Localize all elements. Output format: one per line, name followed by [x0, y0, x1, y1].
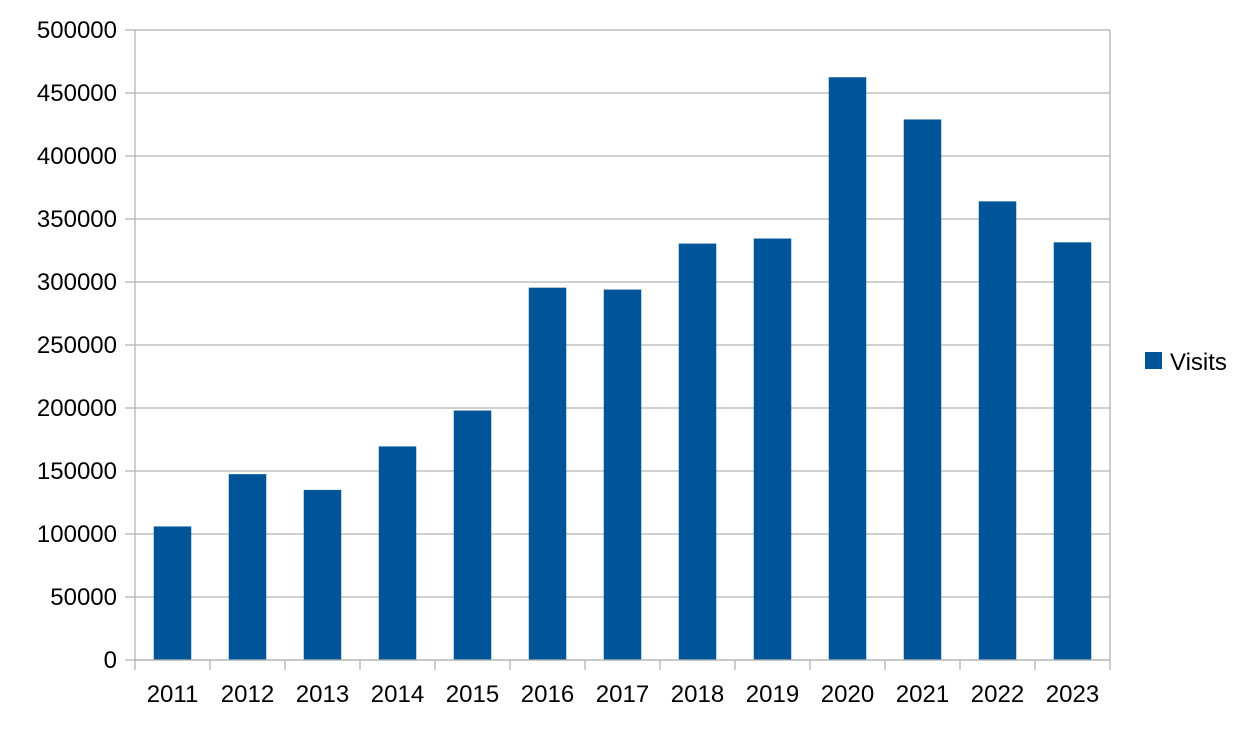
y-tick-label: 150000: [37, 458, 117, 485]
x-tick-label: 2020: [821, 681, 874, 708]
y-tick-label: 400000: [37, 143, 117, 170]
legend: Visits: [1145, 349, 1227, 376]
bar-2020: [828, 77, 867, 660]
axes: [125, 29, 1111, 670]
y-tick-label: 200000: [37, 395, 117, 422]
bar-2014: [378, 446, 417, 660]
bar-2022: [978, 201, 1017, 661]
y-tick-label: 50000: [50, 584, 117, 611]
x-tick-label: 2012: [221, 681, 274, 708]
bar-2021: [903, 119, 942, 660]
x-tick-label: 2015: [446, 681, 499, 708]
bar-2023: [1053, 242, 1092, 660]
y-tick-label: 450000: [37, 80, 117, 107]
x-tick-label: 2021: [896, 681, 949, 708]
bar-2015: [453, 410, 492, 660]
y-tick-label: 250000: [37, 332, 117, 359]
x-tick-label: 2016: [521, 681, 574, 708]
x-tick-label: 2018: [671, 681, 724, 708]
x-tick-label: 2022: [971, 681, 1024, 708]
bar-2017: [603, 289, 642, 660]
legend-swatch-visits: [1145, 352, 1162, 369]
bar-2016: [528, 287, 567, 660]
bar-2013: [303, 489, 342, 660]
y-tick-label: 500000: [37, 17, 117, 44]
y-tick-label: 0: [104, 647, 117, 674]
x-tick-label: 2013: [296, 681, 349, 708]
x-tick-label: 2017: [596, 681, 649, 708]
y-tick-label: 300000: [37, 269, 117, 296]
x-tick-label: 2011: [147, 681, 199, 708]
x-tick-labels: 2011 2012 2013 2014 2015 2016 2017 2018 2019 2020…: [147, 681, 1100, 708]
bar-2018: [678, 243, 717, 660]
bar-2019: [753, 238, 792, 660]
bar-2011: [153, 526, 192, 660]
bar-2012: [228, 474, 267, 660]
bars: [153, 77, 1092, 661]
x-tick-label: 2019: [746, 681, 799, 708]
y-tick-label: 100000: [37, 521, 117, 548]
x-tick-label: 2023: [1046, 681, 1099, 708]
x-tick-label: 2014: [371, 681, 424, 708]
y-tick-label: 350000: [37, 206, 117, 233]
legend-label-visits: Visits: [1170, 349, 1227, 376]
y-tick-labels: 0 50000 100000 150000 200000 250000 300000 3500…: [37, 17, 117, 674]
